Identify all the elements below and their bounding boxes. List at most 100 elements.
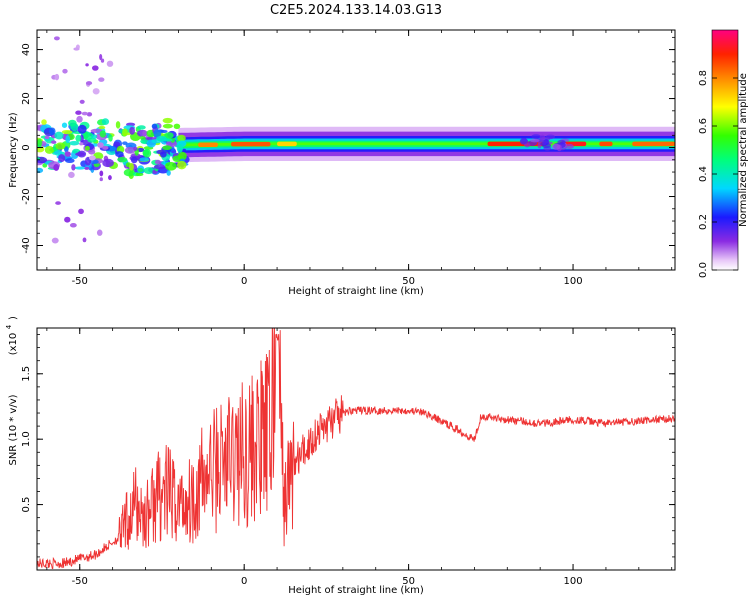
spectral-blob	[165, 140, 178, 148]
spectral-blob	[71, 164, 76, 171]
spectral-speck	[76, 115, 83, 123]
spectral-speck	[84, 166, 90, 170]
spectral-speck	[99, 53, 103, 61]
spectral-blob	[65, 158, 75, 164]
spectral-speck	[97, 142, 104, 148]
spectral-speck	[106, 60, 114, 67]
ridge-streak	[632, 141, 675, 147]
ridge-streak	[231, 141, 271, 147]
spectral-speck	[86, 112, 93, 117]
spectral-speck	[69, 222, 77, 228]
spectral-blob	[74, 166, 86, 170]
snr-scale-close: )	[8, 316, 19, 320]
spectral-blob	[177, 134, 186, 142]
spectral-blob	[564, 143, 574, 149]
spectrogram-marks	[37, 36, 675, 244]
spectral-blob	[137, 168, 144, 173]
spectrogram-xlabel: Height of straight line (km)	[288, 286, 424, 297]
spectral-speck	[89, 155, 96, 161]
spectral-blob	[79, 134, 84, 144]
colorbar-ticks: 0.0 0.2 0.4 0.6 0.8	[698, 70, 738, 278]
spectral-speck	[92, 88, 100, 95]
spectral-blob	[58, 154, 66, 163]
spectral-blob	[542, 139, 547, 145]
spectral-blob	[165, 161, 177, 171]
spectral-speck	[98, 77, 105, 82]
snr-xtick-label: 0	[241, 576, 247, 587]
spectral-blob	[135, 172, 144, 177]
snr-scale-exponent: 4	[5, 324, 13, 329]
spectral-blob	[151, 123, 158, 129]
snr-scale-label: (x10 4 )	[5, 316, 19, 355]
colorbar-gradient	[711, 29, 739, 271]
colorbar-label: Normalized spectral amplitude	[738, 73, 749, 227]
spectral-blob	[539, 134, 546, 141]
spectral-blob	[124, 146, 136, 154]
colorbar: 0.0 0.2 0.4 0.6 0.8 Normalized spectral ampl…	[698, 29, 749, 278]
spectral-speck	[81, 111, 88, 116]
spectral-blob	[551, 143, 561, 150]
spectral-speck	[99, 170, 104, 177]
spectral-speck	[78, 208, 84, 215]
spectral-blob	[55, 142, 66, 150]
spectral-blob	[48, 127, 56, 136]
spectral-blob	[142, 130, 147, 138]
snr-scale-text: (x10	[8, 333, 19, 356]
colorbar-tick-label: 0.8	[698, 70, 709, 86]
spectral-blob	[108, 134, 113, 142]
spectral-speck	[91, 65, 99, 71]
spectral-blob	[91, 134, 98, 139]
spectrogram-xtick-label: -50	[72, 276, 88, 287]
spectral-speck	[62, 68, 68, 74]
spectrogram-panel: -50 0 50 100 -40 -20 0 20 40 Height of straight …	[8, 29, 676, 297]
spectral-blob	[176, 143, 183, 153]
spectral-blob	[129, 162, 134, 171]
spectral-blob	[545, 134, 556, 140]
spectral-speck	[82, 237, 87, 243]
spectral-blob	[153, 164, 166, 170]
spectral-blob	[123, 168, 136, 177]
spectral-blob	[68, 119, 77, 127]
spectrogram-ytick-label: 0	[21, 144, 32, 150]
spectral-blob	[133, 146, 138, 151]
spectral-blob	[153, 129, 162, 138]
spectral-blob	[90, 128, 103, 134]
spectral-blob	[137, 147, 145, 153]
spectral-blob	[182, 148, 187, 152]
spectral-blob	[75, 152, 86, 157]
snr-frame	[36, 327, 676, 571]
spectrogram-ytick-label: -20	[21, 188, 32, 204]
spectral-blob	[101, 118, 110, 126]
spectrogram-ytick-label: 40	[21, 43, 32, 56]
spectral-blob	[54, 131, 64, 140]
snr-xtick-label: -50	[72, 576, 88, 587]
spectral-blob	[177, 151, 187, 161]
snr-ytick-label: 1.5	[21, 366, 32, 382]
spectral-blob	[102, 158, 114, 168]
spectral-speck	[55, 201, 61, 205]
spectrogram-xtick-label: 50	[402, 276, 415, 287]
ridge-streak	[277, 141, 297, 147]
spectral-blob	[88, 159, 99, 165]
figure-title: C2E5.2024.133.14.03.G13	[270, 3, 442, 18]
spectral-blob	[122, 141, 128, 146]
spectral-blob	[115, 151, 124, 158]
spectral-blob	[142, 148, 152, 158]
spectral-blob	[117, 156, 128, 163]
spectral-blob	[138, 157, 150, 162]
spectral-blob	[122, 128, 128, 137]
spectral-speck	[68, 171, 75, 178]
spectral-blob	[129, 126, 136, 135]
spectral-blob	[531, 134, 541, 140]
spectral-blob	[173, 123, 181, 130]
spectral-speck	[99, 177, 103, 182]
spectrogram-ytick-label: 20	[21, 92, 32, 105]
spectrogram-ylabel: Frequency (Hz)	[8, 112, 19, 188]
spectral-blob	[159, 129, 168, 134]
colorbar-tick-label: 0.2	[698, 214, 709, 230]
spectral-blob	[44, 145, 55, 154]
spectrogram-ticks: -50 0 50 100 -40 -20 0 20 40	[21, 30, 675, 287]
snr-panel: -50 0 50 100 0.5 1.0 1.5 Height of straight li…	[5, 316, 676, 596]
spectral-blob	[64, 146, 69, 153]
spectral-blob	[87, 137, 97, 143]
